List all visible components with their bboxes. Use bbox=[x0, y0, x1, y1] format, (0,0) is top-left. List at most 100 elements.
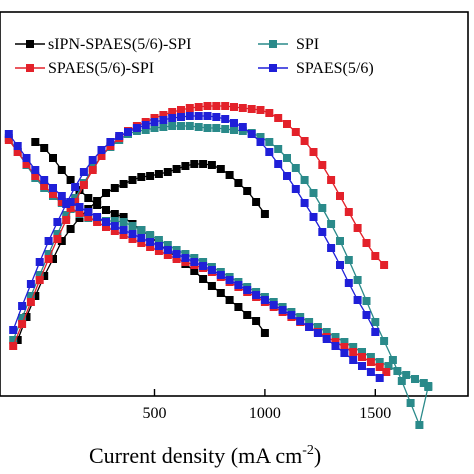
series-0-voltage-point-24 bbox=[243, 311, 252, 319]
legend: sIPN-SPAES(5/6)-SPI SPI SPAES(5/6)-SPI S… bbox=[15, 36, 374, 77]
series-2-voltage-point-13 bbox=[119, 231, 128, 239]
series-3-power-point-11 bbox=[106, 138, 115, 146]
plot-frame bbox=[0, 11, 469, 397]
series-2-power-point-27 bbox=[247, 105, 256, 113]
series-2-voltage-point-42 bbox=[375, 363, 384, 371]
series-0-power-point-0 bbox=[13, 336, 22, 344]
series-3-voltage-point-13 bbox=[119, 226, 128, 234]
series-3-voltage-point-40 bbox=[358, 362, 366, 370]
series-3-voltage-point-15 bbox=[137, 234, 146, 242]
series-3-power-point-36 bbox=[327, 244, 336, 252]
series-3-power-point-22 bbox=[203, 112, 212, 120]
legend-item-spaes: SPAES(5/6) bbox=[258, 60, 374, 77]
series-2-power-point-20 bbox=[185, 104, 194, 112]
series-1-power-point-19 bbox=[177, 122, 185, 130]
series-2-voltage-point-14 bbox=[128, 235, 137, 243]
series-2-voltage-point-19 bbox=[172, 255, 181, 263]
series-3-voltage-point-37 bbox=[331, 342, 340, 350]
series-2-power-point-37 bbox=[336, 192, 344, 200]
series-2-power-point-40 bbox=[362, 239, 371, 247]
series-3-power-point-4 bbox=[44, 237, 53, 245]
series-1-power-point-45 bbox=[406, 399, 415, 407]
series-1-power-point-16 bbox=[150, 124, 159, 132]
series-3-voltage-point-35 bbox=[313, 329, 322, 337]
series-0-power-point-17 bbox=[163, 168, 172, 176]
series-0-voltage-point-3 bbox=[57, 166, 66, 174]
series-1-power-point-36 bbox=[327, 220, 336, 228]
series-2-voltage-point-7 bbox=[66, 204, 75, 212]
series-2-power-point-32 bbox=[291, 128, 300, 136]
series-0-power-point-5 bbox=[57, 237, 66, 245]
series-2-power-point-19 bbox=[177, 106, 185, 114]
series-1-power-point-15 bbox=[141, 126, 150, 134]
series-1-power-point-33 bbox=[300, 176, 309, 184]
series-3-voltage-point-6 bbox=[57, 192, 66, 200]
series-1-power-point-2 bbox=[26, 292, 35, 300]
series-0-power-point-19 bbox=[181, 162, 190, 170]
x-tick-label-1: 1000 bbox=[249, 405, 281, 422]
series-3-power-point-9 bbox=[88, 156, 97, 164]
series-0-power-point-25 bbox=[234, 179, 243, 187]
series-2-power-point-5 bbox=[53, 235, 62, 243]
series-3-power-point-19 bbox=[177, 113, 185, 121]
series-0-power-point-27 bbox=[252, 198, 261, 206]
series-1-power-point-23 bbox=[212, 124, 221, 132]
series-3-voltage-point-38 bbox=[340, 349, 349, 357]
series-3-power-point-34 bbox=[309, 213, 318, 221]
series-2-voltage-point-40 bbox=[358, 353, 366, 361]
series-1-voltage-point-42 bbox=[375, 358, 384, 366]
series-3-power-point-24 bbox=[221, 115, 230, 123]
series-3-power-point-6 bbox=[62, 200, 71, 208]
series-2-voltage-point-10 bbox=[93, 218, 102, 226]
series-layer bbox=[4, 102, 433, 429]
series-2-power-point-24 bbox=[221, 102, 230, 110]
series-1-voltage-point-36 bbox=[322, 328, 331, 336]
series-3-voltage-point-27 bbox=[243, 286, 252, 294]
x-axis-title-close: ) bbox=[314, 443, 321, 468]
series-0-power-point-9 bbox=[93, 197, 102, 205]
series-3-voltage-point-24 bbox=[216, 271, 225, 279]
series-1-voltage-point-37 bbox=[331, 333, 340, 341]
series-3-power-point-1 bbox=[18, 302, 27, 310]
series-2-voltage-point-3 bbox=[31, 172, 40, 180]
series-0-power-point-28 bbox=[260, 210, 269, 218]
series-1-voltage-point-38 bbox=[340, 338, 349, 346]
series-1-power-point-28 bbox=[256, 133, 265, 141]
series-1-voltage-point-12 bbox=[110, 217, 119, 225]
series-0-power-point-2 bbox=[31, 292, 40, 300]
series-3-power-point-13 bbox=[124, 128, 132, 136]
series-1-voltage-point-45 bbox=[402, 371, 411, 379]
series-1-power-point-3 bbox=[35, 271, 44, 279]
series-3-power-point-39 bbox=[353, 296, 362, 304]
series-3-voltage-point-41 bbox=[366, 368, 375, 376]
legend-marker-sipn bbox=[26, 40, 34, 48]
series-1-power-point-39 bbox=[353, 276, 362, 284]
series-2-voltage-point-6 bbox=[57, 198, 66, 206]
series-1-power-point-0 bbox=[9, 336, 18, 344]
series-2-power-point-1 bbox=[18, 320, 27, 328]
series-2-power-point-35 bbox=[318, 161, 327, 169]
series-2-power-point-0 bbox=[9, 342, 18, 350]
series-3-power-point-12 bbox=[115, 132, 124, 140]
series-0-power-point-26 bbox=[243, 187, 252, 195]
series-1-power-point-17 bbox=[159, 123, 168, 131]
series-3-voltage-point-23 bbox=[207, 266, 216, 274]
series-3-power-point-23 bbox=[212, 113, 221, 121]
series-1-power-point-40 bbox=[362, 297, 371, 305]
series-0-power-point-18 bbox=[172, 165, 181, 173]
legend-label-spaes-spi: SPAES(5/6)-SPI bbox=[48, 60, 154, 77]
series-0-voltage-point-9 bbox=[110, 210, 119, 218]
series-3-voltage-point-12 bbox=[110, 222, 119, 230]
x-axis-title-sup: -2 bbox=[302, 443, 314, 458]
series-3-voltage-point-19 bbox=[172, 250, 181, 258]
series-0-power-point-20 bbox=[190, 160, 199, 168]
x-axis-title-main: Current density (mA cm bbox=[89, 443, 302, 468]
series-3-voltage-point-29 bbox=[260, 296, 269, 304]
legend-item-sipn: sIPN-SPAES(5/6)-SPI bbox=[15, 36, 191, 53]
series-3-power-point-17 bbox=[159, 116, 168, 124]
series-1-power-point-47 bbox=[424, 382, 433, 390]
series-1-power-point-30 bbox=[274, 145, 283, 153]
series-3-voltage-point-42 bbox=[375, 374, 384, 382]
series-0-power-point-6 bbox=[66, 225, 75, 233]
series-2-voltage-point-43 bbox=[382, 368, 391, 376]
